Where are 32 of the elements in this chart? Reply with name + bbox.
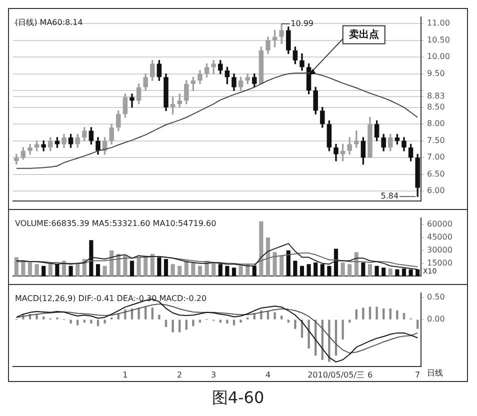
y-tick-label: 7.50	[427, 136, 445, 145]
x-tick-label: 3	[211, 370, 216, 380]
y-tick-label: 11.00	[427, 18, 450, 28]
y-tick-label: 60000	[427, 220, 452, 229]
y-tick-label: 8.00	[427, 119, 445, 128]
y-tick-label: 9.50	[427, 68, 445, 78]
x-tick-label: 2010/05/05/三	[308, 370, 364, 380]
chart-title: (日线) MA60:8.14	[15, 18, 83, 27]
caption: 图4-60	[210, 388, 266, 409]
y-tick-label: 8.50	[427, 102, 445, 112]
y-tick-label: 15000	[427, 258, 452, 268]
y-tick-label: 0.50	[427, 292, 445, 302]
annotation: 5.84	[380, 192, 399, 201]
y-tick-label: 45000	[427, 232, 452, 242]
x-tick-label: 7	[415, 370, 420, 380]
text: 日线	[427, 368, 443, 378]
chart-title: MACD(12,26,9) DIF:-0.41 DEA:-0.30 MACD:-0.20	[15, 294, 207, 303]
y-tick-label: 10.50	[427, 35, 450, 44]
y-tick-label: 30000	[427, 246, 452, 255]
annotation: 卖出点	[348, 28, 379, 40]
y-tick-label: 6.50	[427, 169, 445, 178]
y-tick-label: 7.00	[427, 152, 445, 162]
x-tick-label: 1	[122, 370, 128, 380]
x-tick-label: 4	[265, 370, 271, 380]
x-tick-label: 6	[367, 370, 373, 380]
y-tick-label: 6.00	[427, 186, 445, 196]
chart-title: VOLUME:66835.39 MA5:53321.60 MA10:54719.60	[15, 218, 216, 228]
y-tick-label: 10.00	[427, 52, 450, 62]
annotation: 10.99	[290, 18, 314, 28]
y-tick-label: 8.83	[427, 91, 445, 100]
x-tick-label: 2	[177, 370, 182, 380]
y-tick-label: 0.00	[427, 314, 445, 324]
